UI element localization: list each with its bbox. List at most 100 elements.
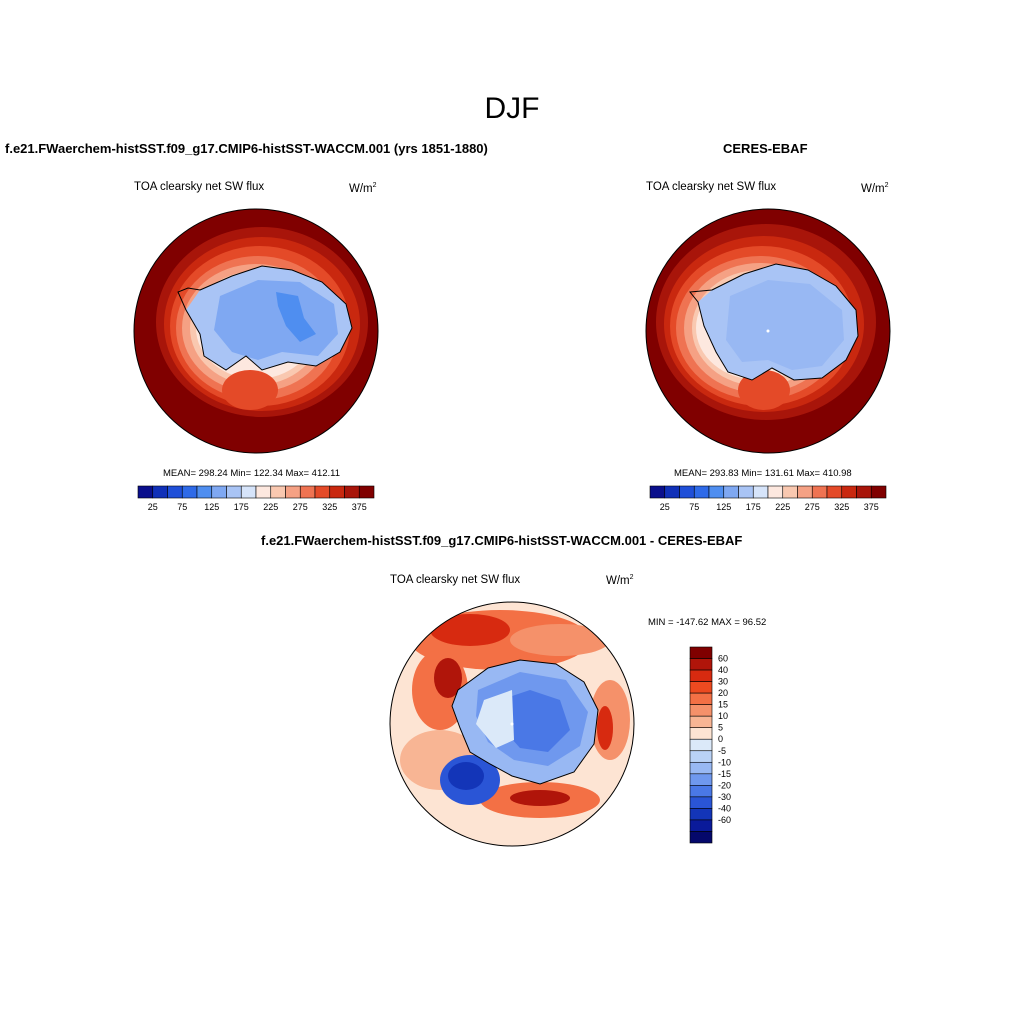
colorbar-obs-swatch bbox=[870, 485, 887, 499]
colorbar-obs-swatch bbox=[693, 485, 710, 499]
colorbar-obs-swatch bbox=[708, 485, 725, 499]
colorbar-obs-tick-label: 175 bbox=[746, 502, 761, 512]
map-diff bbox=[389, 601, 635, 847]
variable-label-model: TOA clearsky net SW flux bbox=[134, 181, 265, 193]
colorbar-model-tick-label: 325 bbox=[322, 502, 337, 512]
colorbar-obs-swatch bbox=[797, 485, 813, 499]
colorbar-obs-tick-label: 325 bbox=[834, 502, 849, 512]
units-label-diff: W/m2 bbox=[606, 574, 634, 587]
colorbar-diff-swatch bbox=[689, 646, 713, 659]
colorbar-model-swatch bbox=[211, 485, 227, 499]
colorbar-diff-tick-label: 0 bbox=[718, 734, 723, 744]
colorbar-diff-swatch bbox=[689, 750, 713, 763]
colorbar-model-tick-label: 75 bbox=[177, 502, 187, 512]
colorbar-obs-swatch bbox=[856, 485, 872, 499]
colorbar-model-swatch bbox=[344, 485, 360, 499]
colorbar-obs-tick-label: 75 bbox=[689, 502, 699, 512]
colorbar-diff-swatch bbox=[689, 669, 713, 682]
colorbar-diff-swatch bbox=[689, 785, 713, 798]
colorbar-diff-tick-label: 60 bbox=[718, 654, 728, 664]
colorbar-diff-swatch bbox=[689, 704, 713, 717]
colorbar-diff-tick-label: 40 bbox=[718, 665, 728, 675]
colorbar-diff-tick-label: 15 bbox=[718, 700, 728, 710]
colorbar-model-swatch bbox=[329, 485, 345, 499]
colorbar-diff-tick-label: 10 bbox=[718, 711, 728, 721]
map-obs bbox=[645, 208, 891, 454]
colorbar-diff-tick-label: -30 bbox=[718, 792, 731, 802]
colorbar-obs-swatch bbox=[767, 485, 784, 499]
colorbar-model-swatch bbox=[285, 485, 301, 499]
colorbar-obs-swatch bbox=[664, 485, 680, 499]
colorbar-model-swatch bbox=[152, 485, 168, 499]
page-title: DJF bbox=[484, 92, 540, 125]
colorbar-obs-tick-label: 375 bbox=[864, 502, 879, 512]
colorbar-obs-swatch bbox=[679, 485, 695, 499]
colorbar-obs-swatch bbox=[841, 485, 857, 499]
colorbar-diff-tick-label: 20 bbox=[718, 688, 728, 698]
colorbar-obs-swatch bbox=[782, 485, 798, 499]
colorbar-model-swatch bbox=[314, 485, 331, 499]
colorbar-obs-tick-label: 275 bbox=[805, 502, 820, 512]
colorbar-obs-swatch bbox=[738, 485, 754, 499]
colorbar-diff-tick-label: -20 bbox=[718, 780, 731, 790]
colorbar-obs-swatch bbox=[723, 485, 739, 499]
colorbar-model-swatch bbox=[240, 485, 257, 499]
colorbar-model-swatch bbox=[358, 485, 375, 499]
colorbar-diff-tick-label: -5 bbox=[718, 746, 726, 756]
colorbar-diff-swatch bbox=[689, 681, 713, 694]
colorbar-model-tick-label: 125 bbox=[204, 502, 219, 512]
stats-label-diff: MIN = -147.62 MAX = 96.52 bbox=[648, 617, 767, 628]
colorbar-diff-swatch bbox=[689, 808, 713, 821]
units-label-model: W/m2 bbox=[349, 182, 377, 195]
colorbar-diff-swatch bbox=[689, 727, 713, 740]
colorbar-model-swatch bbox=[137, 485, 154, 499]
colorbar-model-swatch bbox=[226, 485, 242, 499]
colorbar-model-tick-label: 275 bbox=[293, 502, 308, 512]
colorbar-model-swatch bbox=[167, 485, 183, 499]
colorbar-obs-swatch bbox=[649, 485, 666, 499]
colorbar-diff-swatch bbox=[689, 796, 713, 809]
colorbar-obs-tick-label: 125 bbox=[716, 502, 731, 512]
colorbar-model-swatch bbox=[270, 485, 286, 499]
colorbar-diff-tick-label: -15 bbox=[718, 769, 731, 779]
colorbar-obs-swatch bbox=[811, 485, 828, 499]
colorbar-diff-swatch bbox=[689, 692, 713, 705]
colorbar-model-tick-label: 175 bbox=[234, 502, 249, 512]
colorbar-model-swatch bbox=[181, 485, 198, 499]
colorbar-model-tick-label: 375 bbox=[352, 502, 367, 512]
colorbar-obs-swatch bbox=[752, 485, 769, 499]
stats-label-model: MEAN= 298.24 Min= 122.34 Max= 412.11 bbox=[163, 468, 341, 479]
panel-title-diff: f.e21.FWaerchem-histSST.f09_g17.CMIP6-hi… bbox=[261, 533, 743, 548]
colorbar-diff-swatch bbox=[689, 761, 713, 775]
colorbar-diff-swatch bbox=[689, 773, 713, 786]
colorbar-diff-tick-label: -60 bbox=[718, 815, 731, 825]
colorbar-obs-tick-label: 25 bbox=[660, 502, 670, 512]
colorbar-model-tick-label: 25 bbox=[148, 502, 158, 512]
units-label-obs: W/m2 bbox=[861, 182, 889, 195]
map-model bbox=[133, 208, 379, 454]
colorbar-diff-tick-label: -40 bbox=[718, 803, 731, 813]
colorbar-obs-swatch bbox=[826, 485, 843, 499]
colorbar-model-swatch bbox=[299, 485, 316, 499]
colorbar-model-tick-label: 225 bbox=[263, 502, 278, 512]
colorbar-model: 25 75 125 175 225 275 325 375 bbox=[137, 485, 375, 512]
stats-label-obs: MEAN= 293.83 Min= 131.61 Max= 410.98 bbox=[674, 468, 852, 479]
panel-title-obs: CERES-EBAF bbox=[723, 141, 808, 156]
colorbar-diff-swatch bbox=[689, 738, 713, 752]
colorbar-diff-swatch bbox=[689, 831, 713, 844]
colorbar-diff-swatch bbox=[689, 658, 713, 671]
colorbar-obs: 25 75 125 175 225 275 325 375 bbox=[649, 485, 887, 512]
colorbar-model-swatch bbox=[196, 485, 213, 499]
variable-label-obs: TOA clearsky net SW flux bbox=[646, 181, 777, 193]
colorbar-diff-tick-label: 30 bbox=[718, 677, 728, 687]
colorbar-obs-tick-label: 225 bbox=[775, 502, 790, 512]
colorbar-diff-swatch bbox=[689, 715, 713, 729]
colorbar-model-swatch bbox=[255, 485, 272, 499]
colorbar-diff-tick-label: 5 bbox=[718, 723, 723, 733]
colorbar-diff-tick-label: -10 bbox=[718, 757, 731, 767]
panel-title-model: f.e21.FWaerchem-histSST.f09_g17.CMIP6-hi… bbox=[5, 141, 488, 156]
colorbar-diff-swatch bbox=[689, 819, 713, 832]
variable-label-diff: TOA clearsky net SW flux bbox=[390, 574, 521, 586]
